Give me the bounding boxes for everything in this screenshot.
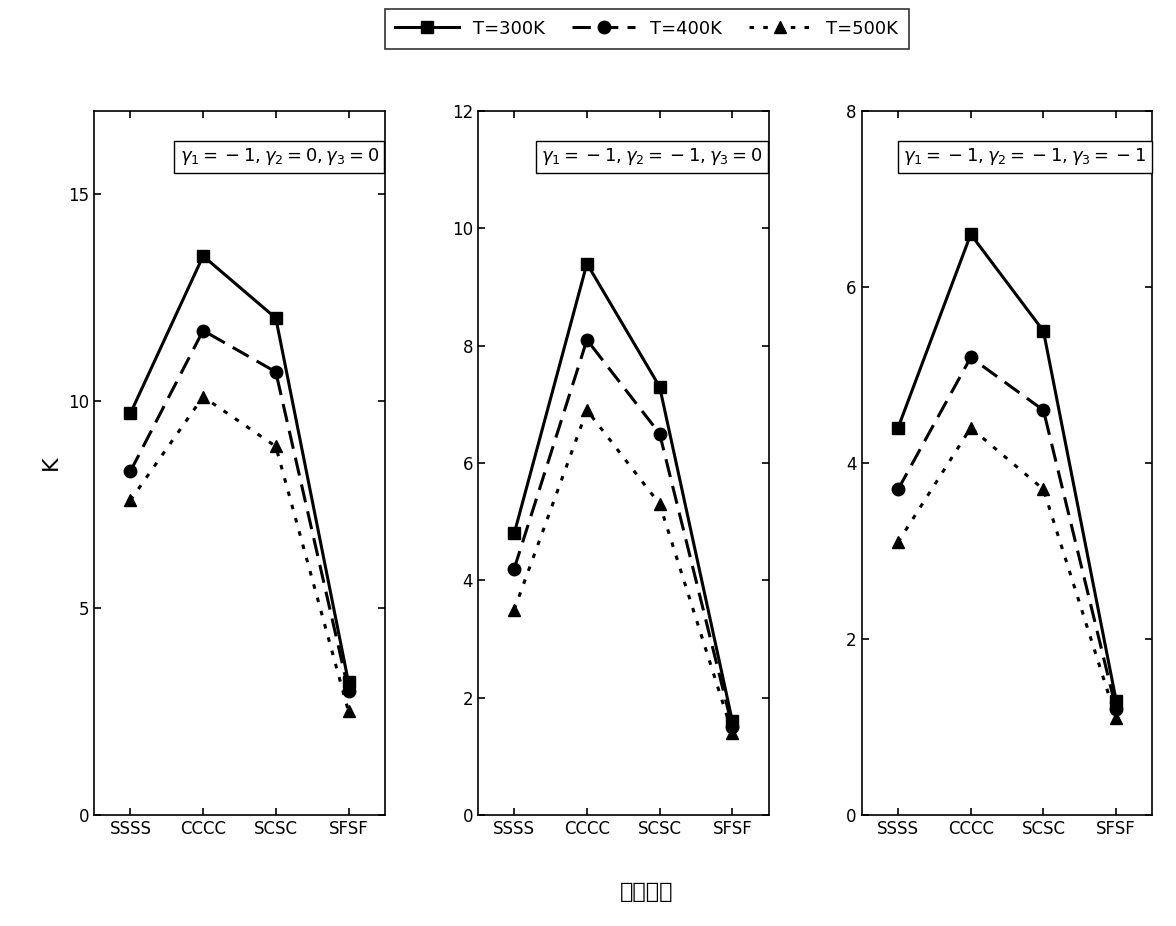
Legend: T=300K, T=400K, T=500K: T=300K, T=400K, T=500K xyxy=(385,9,909,49)
Text: $\gamma_1=-1,\gamma_2=-1,\gamma_3=0$: $\gamma_1=-1,\gamma_2=-1,\gamma_3=0$ xyxy=(541,146,763,168)
Text: $\gamma_1=-1,\gamma_2=0,\gamma_3=0$: $\gamma_1=-1,\gamma_2=0,\gamma_3=0$ xyxy=(180,146,379,168)
Y-axis label: K: K xyxy=(41,456,61,470)
Text: $\gamma_1=-1,\gamma_2=-1,\gamma_3=-1$: $\gamma_1=-1,\gamma_2=-1,\gamma_3=-1$ xyxy=(903,146,1147,168)
Text: 边界条件: 边界条件 xyxy=(620,882,674,902)
